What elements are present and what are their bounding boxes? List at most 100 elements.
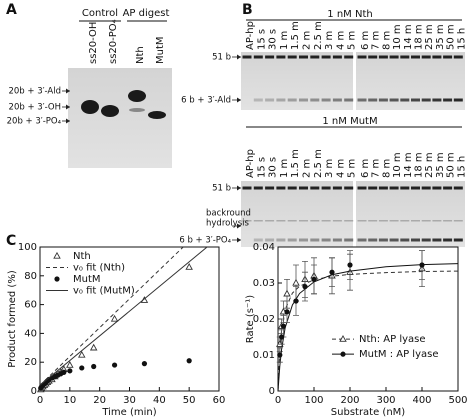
y-tick-label: 0 (31, 386, 37, 397)
gel-band (321, 186, 331, 190)
gel-band (287, 55, 297, 59)
lane-label: 18 m (414, 152, 425, 178)
y-tick-label: 0.02 (253, 314, 275, 325)
gel-band (432, 238, 442, 242)
lane-label: MutM (155, 36, 166, 64)
data-point (110, 314, 119, 322)
gel-band (344, 98, 354, 102)
gel-band (357, 220, 367, 222)
lane-label: 15 s (256, 29, 267, 50)
gel-band (310, 55, 320, 59)
gel-band (400, 98, 410, 102)
data-point (311, 276, 317, 282)
gel-band (453, 98, 463, 102)
lane-label: 10 m (392, 152, 403, 178)
gel-band (253, 55, 263, 59)
gel-band (357, 186, 367, 190)
gel-band (299, 238, 308, 242)
y-tick-label: 60 (24, 300, 37, 311)
x-tick-label: 0 (37, 395, 43, 406)
arrow-head (66, 88, 70, 94)
arrow-head (237, 185, 241, 191)
data-point (141, 361, 148, 367)
gel-band (276, 98, 286, 102)
gel-band (332, 220, 342, 222)
x-tick-label: 60 (213, 395, 226, 406)
band-marker: 6 b + 3′-Ald (181, 96, 231, 106)
gel-band (421, 186, 431, 190)
group-label: Control (82, 8, 118, 19)
data-point (280, 323, 286, 329)
gel-band (389, 186, 399, 190)
lane-label: 10 m (392, 24, 403, 50)
gel-band (357, 55, 367, 59)
lane-label: 50 m (446, 24, 457, 50)
band-marker: 20b + 3′-OH (9, 103, 61, 113)
data-point (302, 284, 308, 290)
gel-band (378, 186, 388, 190)
lane-label: 2.5 m (313, 21, 324, 50)
y-tick-label: 0.03 (253, 278, 275, 289)
lane-label: 2 m (302, 31, 313, 50)
lane-label: 8 m (381, 31, 392, 50)
gel-band (287, 238, 297, 242)
gel-band (453, 55, 463, 59)
data-point (186, 358, 192, 364)
gel-band (344, 238, 354, 242)
x-tick-label: 30 (123, 395, 136, 406)
gel-band (443, 98, 453, 102)
gel-band (368, 220, 378, 222)
data-line (40, 247, 184, 386)
gel-band (443, 238, 453, 242)
legend-swatch (54, 276, 60, 282)
gel-band (299, 186, 308, 190)
x-tick-label: 500 (448, 395, 467, 406)
data-point (277, 352, 283, 358)
lane-label: 4 m (335, 159, 346, 178)
gel-band (276, 238, 286, 242)
data-point (66, 360, 74, 368)
y-tick-label: 0.01 (253, 350, 275, 361)
data-point (185, 263, 193, 270)
gel-band (400, 238, 410, 242)
data-point (79, 365, 85, 371)
gel-band (276, 186, 286, 190)
gel-band (411, 186, 420, 190)
gel-band (453, 220, 463, 222)
gel-band (253, 186, 263, 190)
gel-band (287, 220, 297, 222)
y-tick-label: 100 (18, 242, 37, 253)
gel-band (411, 220, 420, 222)
gel-band (265, 238, 275, 242)
gel-band (287, 98, 297, 102)
lane-label: AP-hp (245, 21, 256, 50)
gel-band (344, 55, 354, 59)
lane-label: 35 m (435, 24, 446, 50)
data-point (347, 262, 353, 268)
gel-band (357, 238, 367, 242)
gel-band (411, 55, 420, 59)
x-tick-label: 40 (153, 395, 166, 406)
lane-label: 1 m (279, 31, 290, 50)
gel-band (265, 186, 275, 190)
lane-label: 15 h (456, 28, 467, 50)
gel-band (443, 55, 453, 59)
lane-label: 15 s (256, 157, 267, 178)
arrow-head (237, 54, 241, 60)
arrow-head (237, 97, 241, 103)
legend-swatch (53, 251, 61, 259)
legend-label: MutM (73, 274, 101, 285)
lane-label: 14 m (403, 152, 414, 178)
lane-label: 1.5 m (290, 149, 301, 178)
panel-label: C (6, 233, 16, 249)
y-tick-label: 0.04 (253, 242, 275, 253)
gel-band (432, 55, 442, 59)
gel-band (378, 55, 388, 59)
lane-label: 2 m (302, 159, 313, 178)
y-axis-label: Product formed (%) (7, 270, 18, 368)
lane-label: ss20-PO₄ (108, 19, 119, 64)
gel-band (321, 220, 331, 222)
gel-band (421, 238, 431, 242)
gel-band (299, 55, 308, 59)
